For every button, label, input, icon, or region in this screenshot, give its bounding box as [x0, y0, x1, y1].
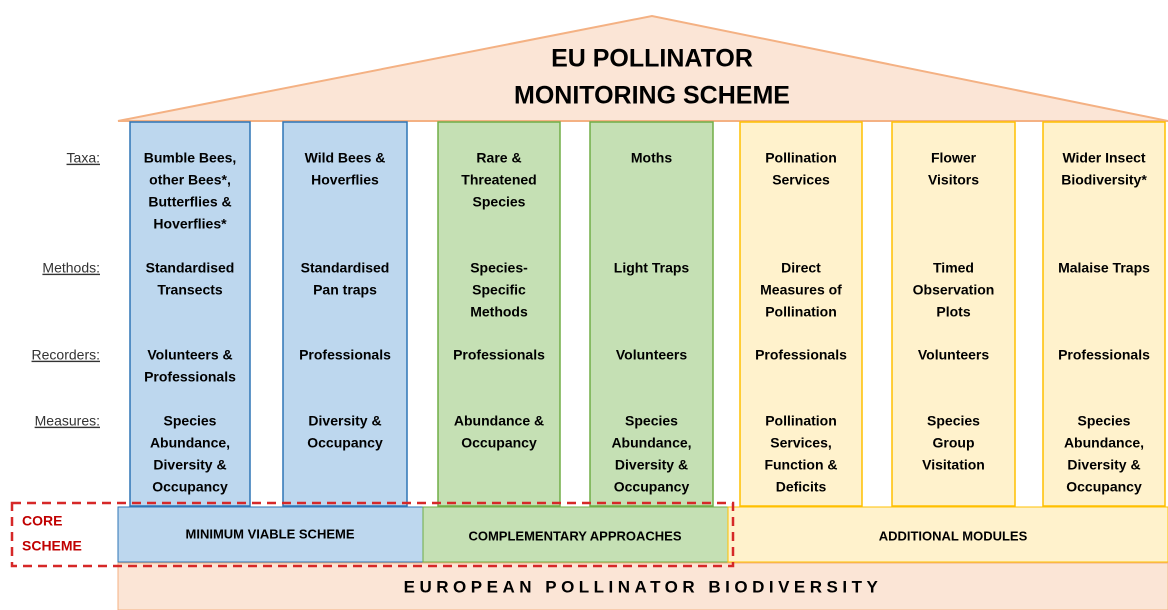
- title: MONITORING SCHEME: [514, 82, 790, 110]
- cell-text: Group: [933, 435, 975, 451]
- title: EU POLLINATOR: [551, 45, 753, 73]
- cell-text: Pollination: [765, 150, 837, 166]
- cell-text: Pollination: [765, 413, 837, 429]
- cell-text: Professionals: [453, 347, 545, 363]
- cell-text: Species: [927, 413, 980, 429]
- cell-text: Light Traps: [614, 260, 690, 276]
- row-label: Recorders:: [32, 347, 100, 363]
- pillar: [1042, 121, 1166, 507]
- roof: [117, 14, 1168, 122]
- base-label: ADDITIONAL MODULES: [879, 528, 1028, 543]
- cell-text: Flower: [931, 150, 977, 166]
- cell-text: Standardised: [146, 260, 235, 276]
- cell-text: Hoverflies*: [153, 216, 227, 232]
- cell-text: Diversity &: [1067, 457, 1140, 473]
- cell-text: Wider Insect: [1062, 150, 1145, 166]
- cell-text: Occupancy: [461, 435, 537, 451]
- cell-text: Species-: [470, 260, 528, 276]
- cell-text: Specific: [472, 282, 526, 298]
- cell-text: Occupancy: [307, 435, 383, 451]
- row-label: Measures:: [35, 413, 100, 429]
- cell-text: Abundance,: [150, 435, 230, 451]
- cell-text: Standardised: [301, 260, 390, 276]
- base-blue: [117, 506, 424, 563]
- base-label: COMPLEMENTARY APPROACHES: [468, 528, 681, 543]
- core-scheme-label: SCHEME: [22, 538, 82, 554]
- pillar: [891, 121, 1016, 507]
- cell-text: Visitors: [928, 172, 979, 188]
- cell-text: Plots: [936, 304, 970, 320]
- pillar: [129, 121, 251, 507]
- cell-text: Moths: [631, 150, 672, 166]
- core-scheme-label: CORE: [22, 513, 62, 529]
- cell-text: Wild Bees &: [305, 150, 386, 166]
- cell-text: Professionals: [299, 347, 391, 363]
- cell-text: Diversity &: [308, 413, 381, 429]
- cell-text: Abundance,: [1064, 435, 1144, 451]
- pillar: [739, 121, 863, 507]
- columns: Bumble Bees, other Bees*, Butterflies & Hov…: [129, 121, 1166, 507]
- cell-text: Volunteers: [918, 347, 990, 363]
- cell-text: Timed: [933, 260, 974, 276]
- core-scheme-box: [10, 501, 735, 568]
- cell-text: Services,: [770, 435, 832, 451]
- cell-text: Malaise Traps: [1058, 260, 1150, 276]
- cell-text: Services: [772, 172, 830, 188]
- cell-text: Diversity &: [615, 457, 688, 473]
- base-green: [422, 506, 729, 563]
- cell-text: Visitation: [922, 457, 985, 473]
- cell-text: Biodiversity*: [1061, 172, 1147, 188]
- pillar: [437, 121, 561, 507]
- cell-text: Professionals: [144, 369, 236, 385]
- cell-text: Occupancy: [152, 479, 228, 495]
- cell-text: Abundance,: [611, 435, 691, 451]
- cell-text: Measures of: [760, 282, 842, 298]
- cell-text: Diversity &: [153, 457, 226, 473]
- row-label: Taxa:: [67, 150, 100, 166]
- cell-text: Species: [164, 413, 217, 429]
- cell-text: Direct: [781, 260, 821, 276]
- cell-text: Species: [473, 194, 526, 210]
- cell-text: Occupancy: [1066, 479, 1142, 495]
- cell-text: Threatened: [461, 172, 536, 188]
- foundation-label: EUROPEAN POLLINATOR BIODIVERSITY: [404, 577, 883, 596]
- pillar: [589, 121, 714, 507]
- cell-text: Species: [1078, 413, 1131, 429]
- cell-text: Deficits: [776, 479, 827, 495]
- cell-text: Species: [625, 413, 678, 429]
- cell-text: Observation: [913, 282, 995, 298]
- cell-text: Transects: [157, 282, 223, 298]
- pillar: [282, 121, 408, 507]
- cell-text: Professionals: [755, 347, 847, 363]
- cell-text: Butterflies &: [148, 194, 231, 210]
- base-yellow: [727, 506, 1168, 563]
- cell-text: Volunteers &: [147, 347, 232, 363]
- cell-text: Pollination: [765, 304, 837, 320]
- foundation: [117, 562, 1168, 610]
- cell-text: Pan traps: [313, 282, 377, 298]
- cell-text: Professionals: [1058, 347, 1150, 363]
- cell-text: Hoverflies: [311, 172, 379, 188]
- cell-text: Abundance &: [454, 413, 544, 429]
- cell-text: Bumble Bees,: [144, 150, 237, 166]
- cell-text: Volunteers: [616, 347, 688, 363]
- cell-text: other Bees*,: [149, 172, 231, 188]
- cell-text: Rare &: [476, 150, 521, 166]
- cell-text: Occupancy: [614, 479, 690, 495]
- row-label: Methods:: [42, 260, 100, 276]
- base-label: MINIMUM VIABLE SCHEME: [186, 526, 355, 541]
- cell-text: Function &: [764, 457, 837, 473]
- cell-text: Methods: [470, 304, 528, 320]
